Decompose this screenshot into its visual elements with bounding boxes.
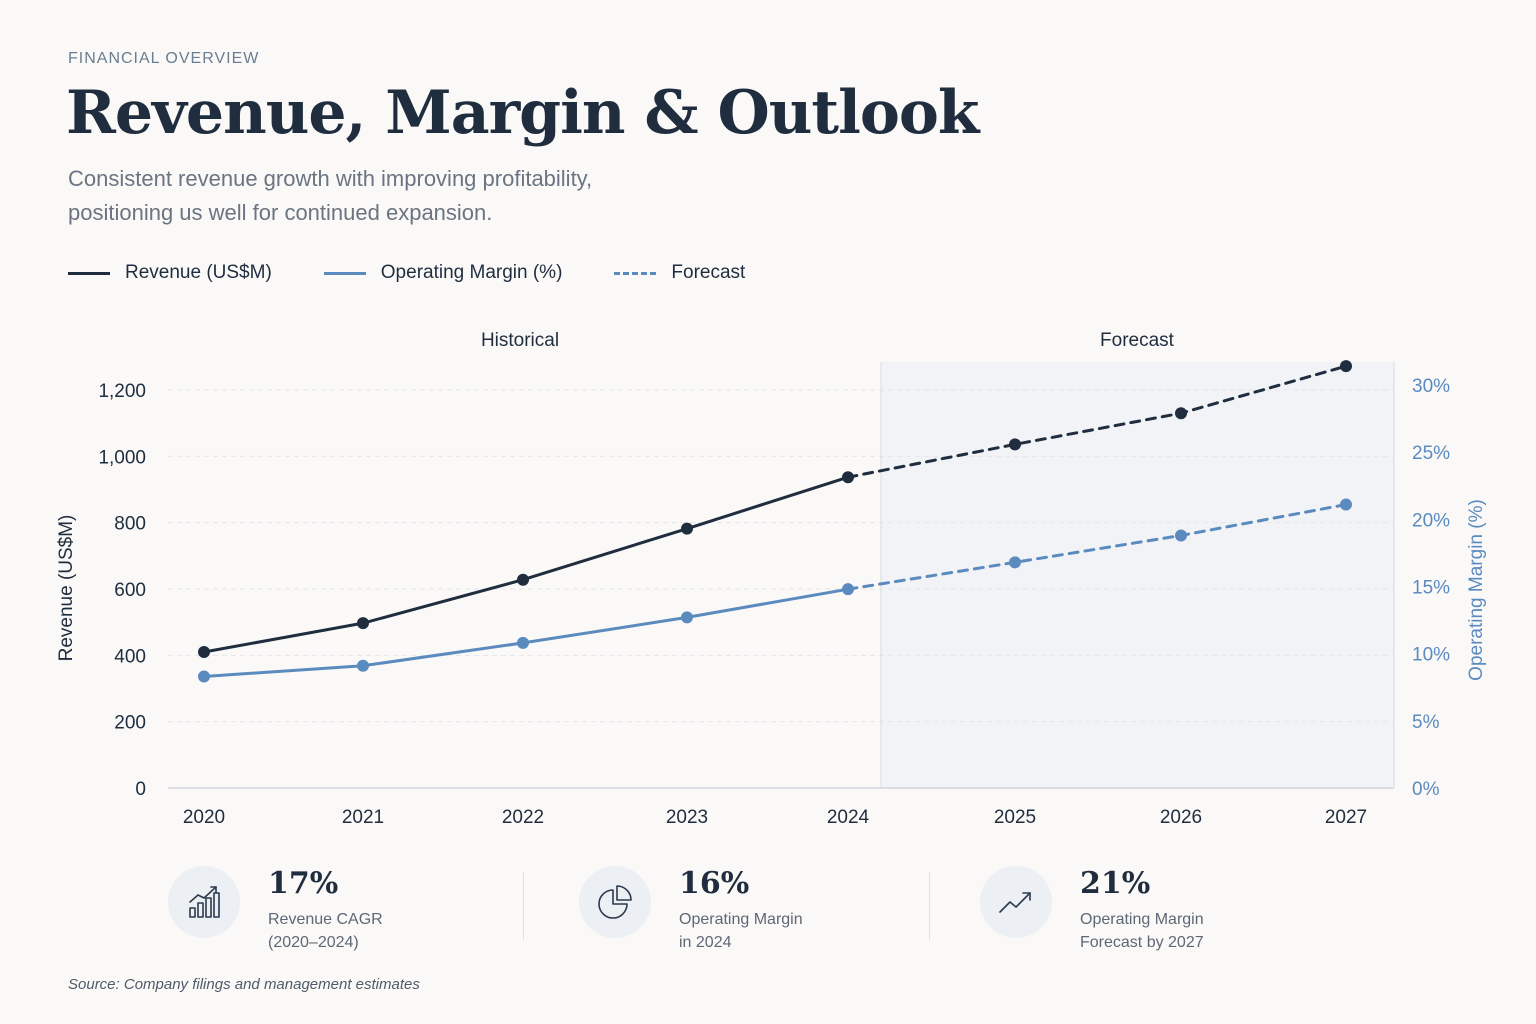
kpi-text: 21% Operating Margin Forecast by 2027 — [1080, 866, 1204, 954]
subtitle-line-2: positioning us well for continued expans… — [68, 200, 493, 225]
page-title: Revenue, Margin & Outlook — [66, 78, 979, 148]
y2-tick-label: 10% — [1412, 645, 1450, 666]
y2-tick-label: 20% — [1412, 510, 1450, 531]
kpi-label-line-2: (2020–2024) — [268, 934, 359, 951]
kpi-icon-circle — [579, 866, 651, 938]
margin-point — [517, 636, 529, 649]
y2-tick-label: 15% — [1412, 578, 1450, 599]
revenue-point — [842, 471, 854, 484]
source-note: Source: Company filings and management e… — [68, 976, 420, 993]
revenue-point — [1009, 438, 1021, 451]
y2-tick-label: 25% — [1412, 443, 1450, 464]
revenue-point — [357, 617, 369, 630]
y-tick-label: 1,200 — [98, 381, 146, 402]
x-tick-label: 2020 — [183, 807, 225, 828]
y2-tick-label: 30% — [1412, 376, 1450, 397]
kpi-text: 17% Revenue CAGR (2020–2024) — [268, 866, 383, 954]
kpi-operating-margin-forecast: 21% Operating Margin Forecast by 2027 — [980, 866, 1204, 954]
kpi-revenue-cagr: 17% Revenue CAGR (2020–2024) — [168, 866, 383, 954]
y-axis-title: Revenue (US$M) — [56, 515, 77, 662]
margin-point — [198, 670, 210, 683]
x-tick-label: 2024 — [827, 807, 870, 828]
revenue-point — [1340, 360, 1352, 373]
revenue-line-historical — [202, 475, 850, 654]
pie-chart-icon — [598, 885, 632, 919]
margin-point — [357, 659, 369, 672]
y2-axis-title: Operating Margin (%) — [1466, 499, 1487, 681]
kpi-label: Operating Margin in 2024 — [679, 908, 803, 954]
kpi-label-line-1: Revenue CAGR — [268, 911, 383, 928]
margin-point — [842, 583, 854, 596]
eyebrow-label: FINANCIAL OVERVIEW — [68, 50, 260, 67]
y2-tick-label: 0% — [1412, 779, 1440, 800]
kpi-text: 16% Operating Margin in 2024 — [679, 866, 803, 954]
trend-up-icon — [999, 892, 1031, 913]
margin-point — [1340, 498, 1352, 511]
kpi-divider — [523, 872, 524, 940]
legend-swatch-forecast — [614, 271, 657, 275]
kpi-label-line-2: in 2024 — [679, 934, 732, 951]
legend-label-margin: Operating Margin (%) — [380, 262, 563, 283]
kpi-label-line-1: Operating Margin — [1080, 911, 1204, 928]
y-tick-label: 600 — [114, 580, 146, 601]
y2-tick-label: 5% — [1412, 712, 1440, 733]
revenue-point — [198, 646, 210, 659]
kpi-value: 21% — [1080, 866, 1151, 901]
section-label-forecast: Forecast — [1100, 330, 1175, 351]
kpi-divider — [929, 872, 930, 940]
legend-item-forecast: Forecast — [614, 262, 745, 284]
y-tick-label: 400 — [114, 646, 146, 667]
margin-point — [681, 611, 693, 624]
section-label-historical: Historical — [481, 330, 559, 351]
x-tick-label: 2023 — [666, 807, 708, 828]
y-tick-label: 1,000 — [98, 447, 146, 468]
legend-label-forecast: Forecast — [671, 262, 746, 283]
revenue-point — [517, 573, 529, 586]
revenue-line-forecast — [846, 364, 1348, 479]
kpi-value: 17% — [268, 866, 339, 901]
x-tick-label: 2026 — [1160, 807, 1202, 828]
kpi-value: 16% — [679, 866, 750, 901]
margin-line-historical — [202, 587, 850, 679]
kpi-label-line-2: Forecast by 2027 — [1080, 934, 1204, 951]
margin-point — [1175, 529, 1187, 542]
legend-label-revenue: Revenue (US$M) — [125, 262, 272, 283]
kpi-label-line-1: Operating Margin — [679, 911, 803, 928]
kpi-icon-circle — [980, 866, 1052, 938]
chart-legend: Revenue (US$M) Operating Margin (%) Fore… — [68, 258, 797, 288]
subtitle-line-1: Consistent revenue growth with improving… — [68, 166, 593, 191]
kpi-icon-circle — [168, 866, 240, 938]
subtitle: Consistent revenue growth with improving… — [68, 162, 688, 230]
x-tick-label: 2027 — [1325, 807, 1367, 828]
revenue-point — [1175, 407, 1187, 420]
y-tick-label: 0 — [135, 779, 146, 800]
legend-swatch-margin — [323, 271, 366, 275]
x-tick-label: 2021 — [342, 807, 384, 828]
legend-swatch-revenue — [68, 271, 110, 275]
y-tick-label: 200 — [114, 713, 146, 734]
forecast-region — [881, 362, 1394, 788]
revenue-point — [681, 522, 693, 535]
legend-item-margin: Operating Margin (%) — [323, 262, 563, 284]
kpi-operating-margin-2024: 16% Operating Margin in 2024 — [579, 866, 803, 954]
legend-item-revenue: Revenue (US$M) — [68, 262, 272, 284]
x-tick-label: 2022 — [502, 807, 544, 828]
kpi-label: Revenue CAGR (2020–2024) — [268, 908, 383, 954]
x-tick-label: 2025 — [994, 807, 1036, 828]
kpi-label: Operating Margin Forecast by 2027 — [1080, 908, 1204, 954]
y-tick-label: 800 — [114, 514, 146, 535]
margin-line-forecast — [846, 503, 1348, 591]
bar-chart-growth-icon — [189, 886, 220, 918]
margin-point — [1009, 556, 1021, 569]
